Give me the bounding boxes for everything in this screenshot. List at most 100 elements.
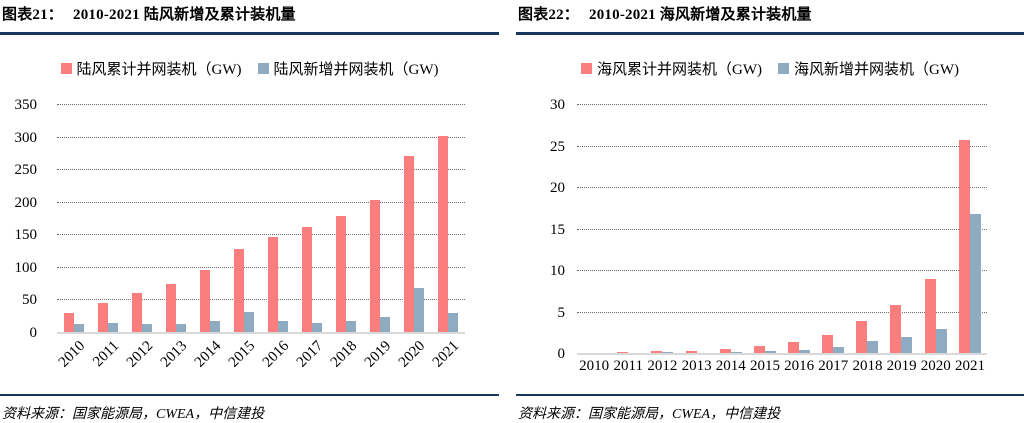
gridline bbox=[577, 311, 987, 313]
bar-new-2015 bbox=[244, 312, 254, 333]
gridline bbox=[57, 201, 465, 203]
x-tick-text: 2010 bbox=[579, 358, 610, 374]
gridline bbox=[577, 104, 987, 105]
chart-legend: 海风累计并网装机（GW) 海风新增并网装机（GW) bbox=[516, 58, 1024, 79]
bar-new-2018 bbox=[867, 340, 879, 354]
x-tick-text: 2018 bbox=[852, 358, 883, 374]
bar-new-2020 bbox=[414, 288, 424, 333]
x-tick-label: 2018 bbox=[327, 333, 363, 387]
x-tick-text: 2018 bbox=[327, 338, 361, 371]
x-tick-label: 2012 bbox=[645, 358, 679, 382]
legend-label: 海风新增并网装机（GW) bbox=[794, 62, 959, 78]
bar-group-2019 bbox=[890, 105, 913, 354]
x-tick-label: 2010 bbox=[577, 358, 611, 382]
bar-new-2021 bbox=[448, 313, 458, 333]
bar-new-2019 bbox=[901, 337, 913, 354]
bar-group-2018 bbox=[336, 105, 356, 333]
y-tick-label: 250 bbox=[14, 162, 38, 179]
bar-cumulative-2010 bbox=[64, 313, 74, 333]
x-tick-label: 2021 bbox=[429, 333, 465, 387]
x-tick-text: 2019 bbox=[886, 358, 917, 374]
bar-group-2019 bbox=[370, 105, 390, 333]
bar-group-2018 bbox=[856, 105, 879, 354]
x-tick-text: 2021 bbox=[429, 338, 463, 371]
bar-cumulative-2012 bbox=[132, 293, 142, 333]
y-tick-label: 25 bbox=[550, 138, 565, 155]
bar-group-2020 bbox=[924, 105, 947, 354]
bar-group-2014 bbox=[719, 105, 742, 354]
bar-new-2016 bbox=[799, 349, 811, 354]
x-tick-label: 2011 bbox=[611, 358, 645, 382]
bar-group-2012 bbox=[651, 105, 674, 354]
x-tick-label: 2011 bbox=[90, 333, 125, 387]
x-tick-text: 2020 bbox=[920, 358, 951, 374]
bar-group-2020 bbox=[404, 105, 424, 333]
x-tick-label: 2020 bbox=[919, 358, 953, 382]
bar-cumulative-2020 bbox=[404, 155, 414, 333]
x-tick-label: 2019 bbox=[885, 358, 919, 382]
title-rule bbox=[0, 32, 499, 35]
bar-cumulative-2021 bbox=[958, 139, 970, 354]
legend-label: 陆风累计并网装机（GW) bbox=[76, 62, 242, 78]
bar-new-2011 bbox=[108, 322, 118, 333]
x-tick-text: 2017 bbox=[818, 358, 849, 374]
legend-item: 陆风累计并网装机（GW) bbox=[60, 58, 242, 79]
source-text: 资料来源：国家能源局，CWEA，中信建投 bbox=[518, 407, 781, 422]
bar-cumulative-2012 bbox=[651, 350, 663, 354]
x-tick-text: 2017 bbox=[293, 338, 327, 371]
figure-21-heading: 图表21： 2010-2021 陆风新增及累计装机量 bbox=[0, 0, 499, 24]
legend-item: 海风累计并网装机（GW) bbox=[581, 58, 762, 79]
x-axis: 2010 2011 2012 2013 2014 2015 2016 2017 2018 2019… bbox=[577, 358, 987, 382]
x-tick-label: 2017 bbox=[293, 333, 329, 387]
bar-cumulative-2021 bbox=[438, 136, 448, 333]
offshore-wind-chart: 海风累计并网装机（GW) 海风新增并网装机（GW) 0 5 10 15 20 25 30 20… bbox=[516, 35, 1024, 382]
gridline bbox=[577, 228, 987, 230]
y-tick-label: 15 bbox=[550, 221, 565, 238]
bar-group-2014 bbox=[200, 105, 220, 333]
y-tick-label: 350 bbox=[14, 97, 38, 113]
x-tick-label: 2012 bbox=[124, 333, 159, 387]
onshore-wind-chart: 陆风累计并网装机（GW) 陆风新增并网装机（GW) 0 50 100 150 200 250… bbox=[0, 35, 499, 387]
x-tick-text: 2014 bbox=[715, 358, 746, 374]
plot-canvas bbox=[577, 104, 987, 355]
gridline bbox=[577, 187, 987, 188]
gridline bbox=[57, 266, 465, 268]
y-axis: 0 5 10 15 20 25 30 bbox=[516, 97, 577, 362]
bar-new-2015 bbox=[764, 350, 776, 354]
bar-cumulative-2013 bbox=[685, 350, 697, 354]
chart-legend: 陆风累计并网装机（GW) 陆风新增并网装机（GW) bbox=[0, 58, 499, 79]
bar-cumulative-2020 bbox=[924, 279, 936, 354]
bar-new-2013 bbox=[176, 323, 186, 333]
bar-group-2011 bbox=[617, 105, 640, 354]
bar-cumulative-2018 bbox=[856, 320, 868, 354]
gridline bbox=[57, 299, 465, 301]
gridline bbox=[57, 234, 465, 236]
bar-cumulative-2016 bbox=[788, 341, 800, 354]
x-tick-label: 2013 bbox=[158, 333, 193, 387]
bar-new-2016 bbox=[278, 321, 288, 333]
bar-cumulative-2017 bbox=[822, 334, 834, 354]
x-tick-label: 2017 bbox=[816, 358, 850, 382]
figure-21-label: 图表21： bbox=[2, 7, 64, 23]
bar-groups bbox=[577, 105, 987, 354]
y-tick-label: 300 bbox=[14, 129, 38, 146]
y-tick-label: 50 bbox=[22, 292, 37, 309]
bar-new-2012 bbox=[142, 323, 152, 333]
bar-group-2016 bbox=[788, 105, 811, 354]
bar-cumulative-2011 bbox=[617, 352, 629, 354]
figure-21-footer: 资料来源：国家能源局，CWEA，中信建投 bbox=[0, 394, 499, 423]
x-tick-text: 2012 bbox=[647, 358, 678, 374]
bar-new-2011 bbox=[628, 353, 640, 354]
bar-group-2021 bbox=[958, 105, 981, 354]
bar-cumulative-2013 bbox=[166, 283, 176, 333]
bar-group-2011 bbox=[98, 105, 118, 333]
figure-22-label: 图表22： bbox=[518, 7, 580, 23]
legend-item: 陆风新增并网装机（GW) bbox=[257, 58, 439, 79]
bar-new-2018 bbox=[346, 320, 356, 333]
plot-area: 0 50 100 150 200 250 300 350 bbox=[0, 97, 465, 341]
bar-new-2014 bbox=[210, 320, 220, 333]
y-tick-label: 20 bbox=[550, 180, 565, 197]
bar-group-2015 bbox=[753, 105, 776, 354]
y-tick-label: 0 bbox=[29, 325, 38, 341]
